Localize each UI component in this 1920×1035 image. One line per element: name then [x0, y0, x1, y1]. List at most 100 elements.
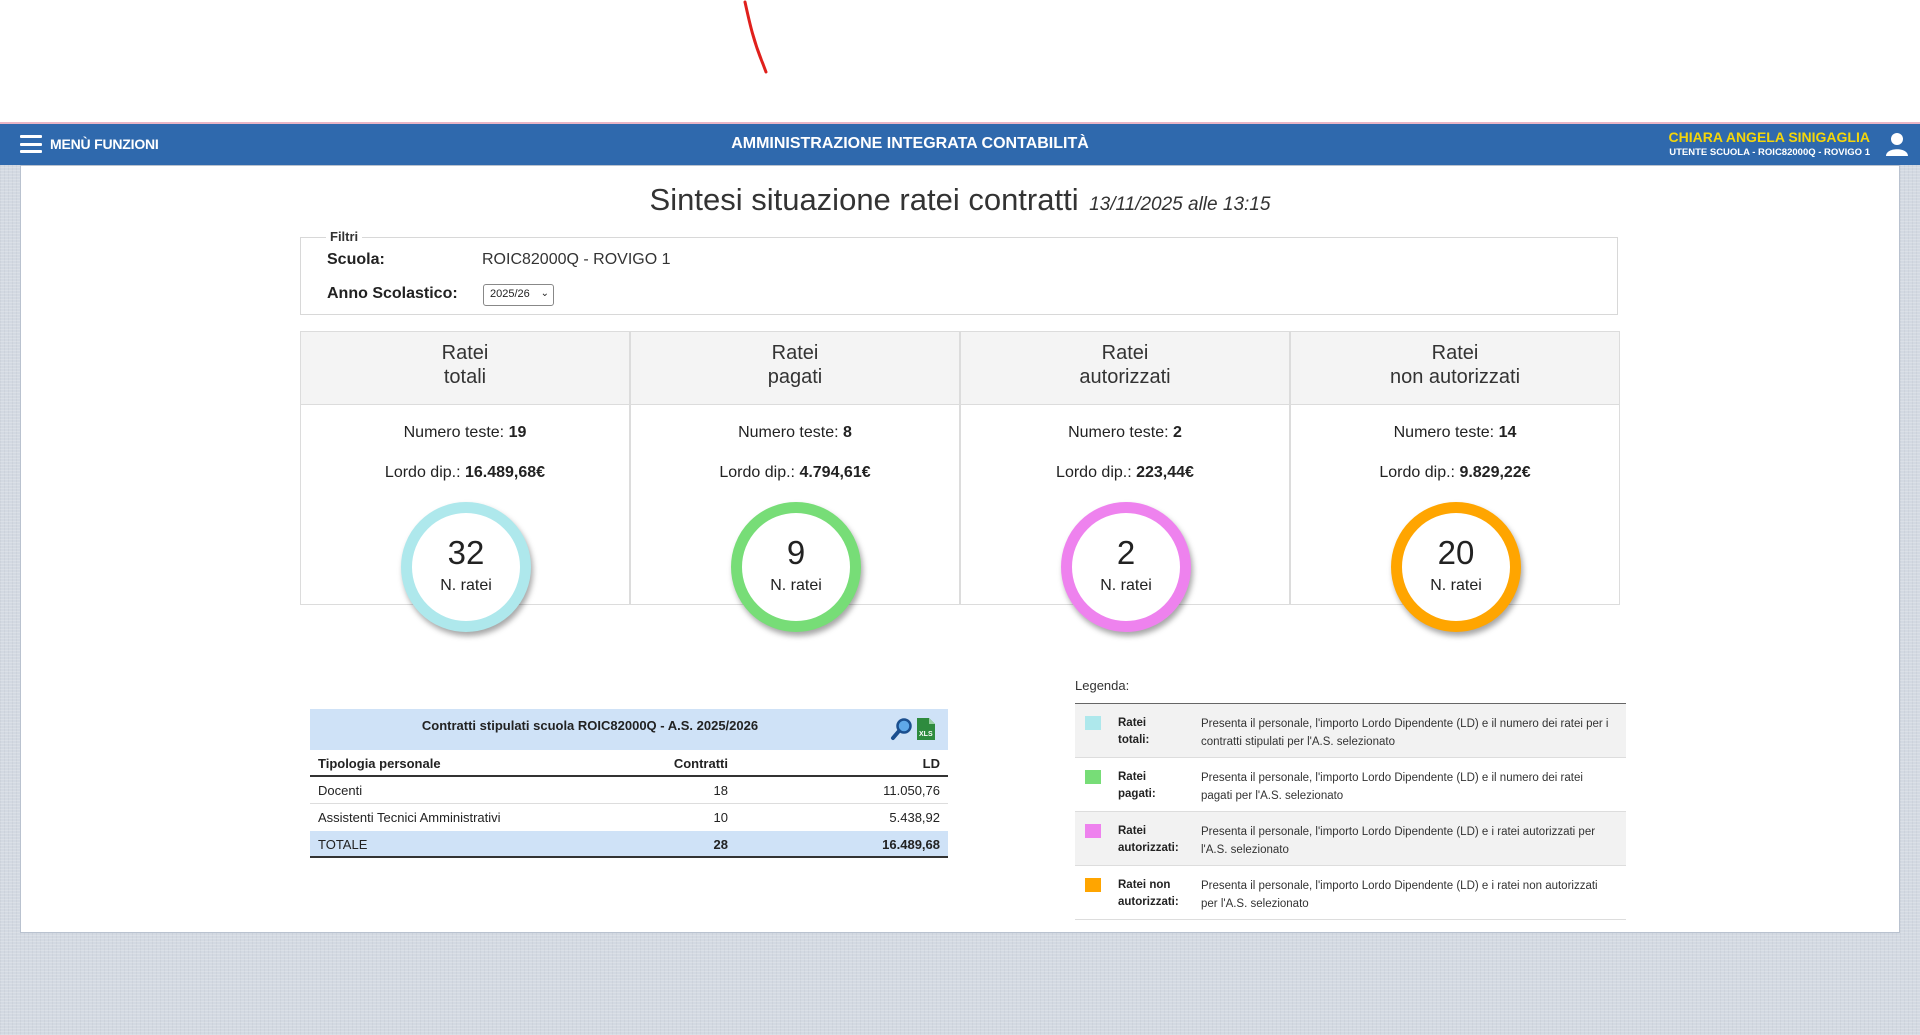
count-circle: 2 N. ratei	[1061, 502, 1191, 632]
legend-table: Ratei totali: Presenta il personale, l'im…	[1075, 703, 1626, 920]
user-info[interactable]: CHIARA ANGELA SINIGAGLIA UTENTE SCUOLA -…	[1669, 129, 1870, 158]
col-header-tipologia: Tipologia personale	[318, 756, 441, 771]
heads-value: 2	[1173, 424, 1182, 441]
gross-value: 9.829,22€	[1459, 464, 1531, 481]
legend-name-line2: pagati:	[1118, 788, 1156, 800]
page-title: Sintesi situazione ratei contratti 13/11…	[0, 182, 1920, 218]
cell-total-contratti: 28	[713, 837, 728, 852]
card-title-line1: Ratei	[1431, 342, 1479, 364]
gross-value: 4.794,61€	[799, 464, 871, 481]
year-select[interactable]: 2025/26 ⌄	[483, 284, 554, 306]
legend-name-line1: Ratei	[1118, 771, 1147, 783]
gross-line: Lordo dip.: 16.489,68€	[301, 464, 629, 482]
cell-tipologia: Assistenti Tecnici Amministrativi	[318, 810, 501, 825]
legend-swatch	[1085, 716, 1101, 730]
chevron-down-icon: ⌄	[540, 288, 549, 299]
legend-swatch	[1085, 770, 1101, 784]
card-ratei-totali: Ratei totali Numero teste: 19 Lordo dip.…	[300, 331, 630, 632]
xls-label: XLS	[919, 731, 933, 738]
count-value: 32	[447, 534, 485, 571]
heads-label: Numero teste:	[403, 424, 505, 441]
legend-row: Ratei non autorizzati: Presenta il person…	[1075, 866, 1626, 920]
cell-ld: 5.438,92	[889, 810, 940, 825]
table-row: Docenti 18 11.050,76	[310, 777, 948, 804]
menu-label: MENÙ FUNZIONI	[50, 136, 159, 152]
gross-line: Lordo dip.: 4.794,61€	[631, 464, 959, 482]
count-value: 20	[1437, 534, 1475, 571]
filters-legend: Filtri	[326, 229, 363, 244]
school-label: Scuola:	[327, 251, 385, 268]
cell-contratti: 18	[713, 783, 728, 798]
heads-value: 19	[508, 424, 527, 441]
gross-value: 223,44€	[1136, 464, 1194, 481]
count-label: N. ratei	[1100, 577, 1152, 594]
card-title-line2: pagati	[767, 366, 823, 388]
card-ratei-non-autorizzati: Ratei non autorizzati Numero teste: 14 L…	[1290, 331, 1620, 632]
cell-contratti: 10	[713, 810, 728, 825]
page-timestamp: 13/11/2025 alle 13:15	[1089, 194, 1271, 215]
xls-export-icon[interactable]: XLS	[916, 717, 936, 741]
count-circle: 9 N. ratei	[731, 502, 861, 632]
col-header-ld: LD	[922, 756, 940, 771]
card-title-line1: Ratei	[1101, 342, 1149, 364]
card-header: Ratei non autorizzati	[1291, 332, 1619, 405]
heads-label: Numero teste:	[1068, 424, 1169, 441]
contracts-table-title: Contratti stipulati scuola ROIC82000Q - …	[421, 718, 759, 733]
heads-label: Numero teste:	[1393, 424, 1495, 441]
gross-label: Lordo dip.:	[719, 464, 795, 481]
contracts-table-caption: Contratti stipulati scuola ROIC82000Q - …	[310, 709, 948, 750]
legend-name-line1: Ratei non	[1118, 879, 1171, 891]
count-label: N. ratei	[440, 577, 492, 594]
legend-name-line2: autorizzati:	[1118, 842, 1179, 854]
heads-line: Numero teste: 8	[631, 424, 959, 442]
count-label: N. ratei	[1430, 577, 1482, 594]
col-header-contratti: Contratti	[673, 756, 728, 771]
card-ratei-pagati: Ratei pagati Numero teste: 8 Lordo dip.:…	[630, 331, 960, 632]
legend-name: Ratei autorizzati:	[1118, 823, 1193, 857]
legend-row: Ratei autorizzati: Presenta il personale,…	[1075, 812, 1626, 866]
card-title-line1: Ratei	[441, 342, 489, 364]
card-title-line2: totali	[443, 366, 487, 388]
legend-name: Ratei non autorizzati:	[1118, 877, 1193, 911]
table-row: Assistenti Tecnici Amministrativi 10 5.4…	[310, 804, 948, 831]
user-name: CHIARA ANGELA SINIGAGLIA	[1668, 129, 1870, 145]
cell-ld: 11.050,76	[883, 783, 940, 798]
card-title-line1: Ratei	[771, 342, 819, 364]
legend-name: Ratei totali:	[1118, 715, 1193, 749]
hamburger-icon	[20, 135, 42, 153]
app-title: AMMINISTRAZIONE INTEGRATA CONTABILITÀ	[731, 135, 1089, 152]
cell-total-label: TOTALE	[318, 837, 368, 852]
user-icon[interactable]	[1884, 131, 1910, 157]
legend-swatch	[1085, 824, 1101, 838]
user-role: UTENTE SCUOLA - ROIC82000Q - ROVIGO 1	[1669, 147, 1870, 158]
table-total-row: TOTALE 28 16.489,68	[310, 831, 948, 858]
legend-row: Ratei pagati: Presenta il personale, l'im…	[1075, 758, 1626, 812]
contracts-table-header: Tipologia personale Contratti LD	[310, 750, 948, 777]
menu-button[interactable]: MENÙ FUNZIONI	[20, 135, 159, 153]
legend-swatch	[1085, 878, 1101, 892]
heads-line: Numero teste: 2	[961, 424, 1289, 442]
year-select-value: 2025/26	[490, 288, 530, 300]
search-icon[interactable]	[890, 717, 914, 741]
count-label: N. ratei	[770, 577, 822, 594]
gross-line: Lordo dip.: 9.829,22€	[1291, 464, 1619, 482]
legend-desc: Presenta il personale, l'importo Lordo D…	[1201, 772, 1583, 802]
gross-label: Lordo dip.:	[1379, 464, 1455, 481]
school-value: ROIC82000Q - ROVIGO 1	[482, 251, 671, 268]
legend-title: Legenda:	[1075, 678, 1130, 693]
heads-line: Numero teste: 19	[301, 424, 629, 442]
heads-line: Numero teste: 14	[1291, 424, 1619, 442]
legend-name-line2: autorizzati:	[1118, 896, 1179, 908]
count-value: 9	[786, 534, 806, 571]
legend-desc: Presenta il personale, l'importo Lordo D…	[1201, 880, 1598, 910]
red-scribble-mark	[743, 0, 768, 74]
app-header: MENÙ FUNZIONI AMMINISTRAZIONE INTEGRATA …	[0, 124, 1920, 165]
filters-box	[300, 237, 1618, 315]
legend-desc: Presenta il personale, l'importo Lordo D…	[1201, 826, 1596, 856]
gross-label: Lordo dip.:	[1056, 464, 1132, 481]
count-circle: 20 N. ratei	[1391, 502, 1521, 632]
legend-row: Ratei totali: Presenta il personale, l'im…	[1075, 704, 1626, 758]
heads-label: Numero teste:	[738, 424, 839, 441]
year-label: Anno Scolastico:	[327, 285, 458, 302]
top-blank-area	[0, 0, 1920, 124]
